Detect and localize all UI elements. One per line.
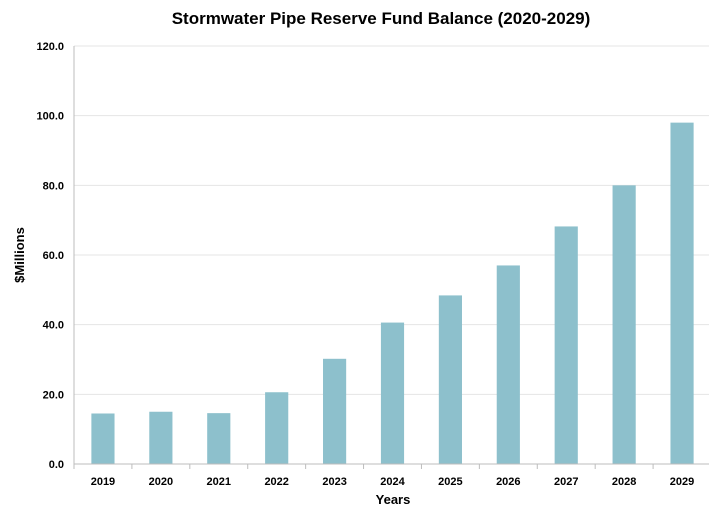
bar-2024 [380, 322, 405, 464]
x-tick-label: 2021 [207, 476, 231, 488]
x-tick-label: 2029 [670, 476, 694, 488]
bar-2020 [149, 411, 173, 464]
y-tick-label: 40.0 [43, 320, 64, 332]
chart-title: Stormwater Pipe Reserve Fund Balance (20… [172, 9, 591, 28]
y-tick-label: 100.0 [36, 111, 64, 123]
y-axis-title: $Millions [12, 227, 27, 283]
bar-2027 [554, 226, 578, 464]
x-axis-title: Years [376, 492, 411, 506]
bar-2025 [438, 295, 462, 464]
gridlines [74, 45, 709, 395]
x-tick-label: 2019 [91, 476, 115, 488]
x-tick-label: 2026 [496, 476, 520, 488]
x-tick-label: 2022 [264, 476, 288, 488]
x-tick-label: 2027 [554, 476, 578, 488]
y-tick-labels: 0.0 20.0 40.0 60.0 80.0 100.0 120.0 [36, 41, 64, 471]
x-tick-label: 2025 [438, 476, 462, 488]
x-tick-label: 2020 [149, 476, 173, 488]
bar-2029 [670, 122, 694, 464]
y-tick-label: 60.0 [43, 250, 64, 262]
bar-2023 [323, 358, 347, 464]
x-tick-label: 2023 [322, 476, 346, 488]
bar-2019 [91, 413, 115, 464]
x-tick-label: 2028 [612, 476, 636, 488]
bar-2021 [207, 413, 231, 464]
y-tick-label: 0.0 [49, 459, 64, 471]
bar-2022 [265, 392, 289, 464]
bars [91, 122, 694, 465]
bar-2026 [496, 265, 520, 464]
y-tick-label: 120.0 [36, 41, 64, 53]
x-tick-label: 2024 [380, 476, 405, 488]
axes [73, 46, 709, 469]
bar-2028 [612, 185, 636, 465]
x-tick-labels: 2019 2020 2021 2022 2023 2024 2025 2026 2027 2028… [91, 476, 695, 488]
y-tick-label: 20.0 [43, 389, 64, 401]
y-tick-label: 80.0 [43, 180, 64, 192]
